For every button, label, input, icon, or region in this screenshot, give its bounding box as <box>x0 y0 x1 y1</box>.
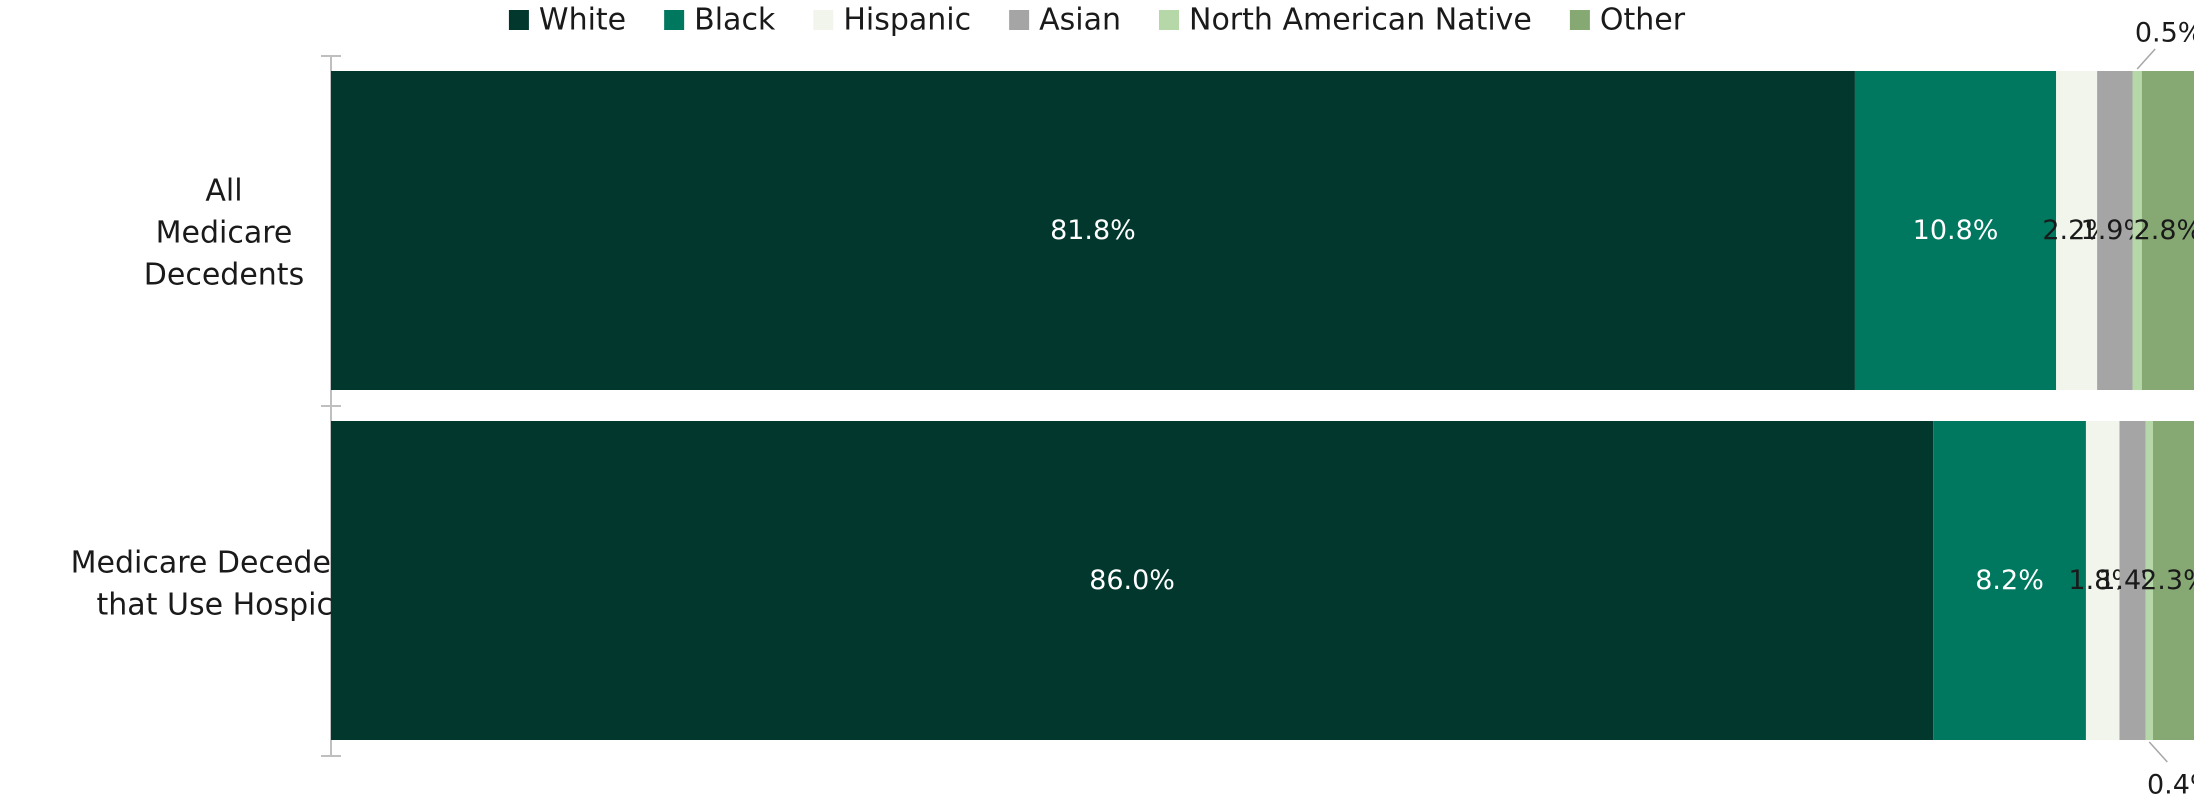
category-label-line: Decedents <box>144 258 304 293</box>
category-label-line: All <box>205 174 242 209</box>
data-label-other: 2.3% <box>2140 565 2194 596</box>
legend-swatch-north-american-native <box>1159 10 1180 30</box>
plot-area: 81.8%10.8%2.2%1.9%0.5%2.8%86.0%8.2%1.8%1… <box>331 18 2194 801</box>
bar-segment-north-american-native <box>2132 71 2142 390</box>
data-label-white: 81.8% <box>1050 215 1136 246</box>
category-label-1: All Medicare Decedents <box>144 174 304 293</box>
bar-segment-other <box>2153 421 2194 740</box>
category-label-line: Medicare Decedents <box>71 546 378 581</box>
data-label-white: 86.0% <box>1089 565 1175 596</box>
legend-item-hispanic: Hispanic <box>813 3 971 38</box>
bar-segment-white <box>331 421 1934 740</box>
category-axis: All Medicare Decedents Medicare Decedents th… <box>71 55 378 757</box>
legend-swatch-other <box>1569 10 1590 30</box>
legend-item-north-american-native: North American Native <box>1159 3 1532 38</box>
bar-group-2: 86.0%8.2%1.8%1.4%0.4%2.3% <box>331 421 2194 801</box>
legend-label-other: Other <box>1600 3 1686 38</box>
legend-label-north-american-native: North American Native <box>1189 3 1532 38</box>
leader-line <box>2148 741 2168 763</box>
leader-line <box>2136 48 2156 70</box>
legend-item-asian: Asian <box>1009 3 1121 38</box>
bar-segment-north-american-native <box>2145 421 2154 740</box>
bar-segment-black <box>1933 421 2086 740</box>
bar-segment-hispanic <box>2085 421 2120 740</box>
bar-group-1: 81.8%10.8%2.2%1.9%0.5%2.8% <box>331 18 2194 390</box>
bar-segment-other <box>2141 71 2194 390</box>
legend-swatch-asian <box>1009 10 1030 30</box>
data-label-other: 2.8% <box>2134 215 2194 246</box>
category-label-line: Medicare <box>156 216 293 251</box>
data-label-north-american-native: 0.5% <box>2135 18 2194 49</box>
legend-item-black: Black <box>664 3 776 38</box>
legend-label-asian: Asian <box>1039 3 1121 38</box>
legend-swatch-hispanic <box>813 10 834 30</box>
category-label-2: Medicare Decedents that Use Hospice <box>71 546 378 623</box>
legend-swatch-black <box>664 10 685 30</box>
legend-label-black: Black <box>694 3 776 38</box>
data-label-north-american-native: 0.4% <box>2147 770 2194 801</box>
data-label-black: 8.2% <box>1975 565 2044 596</box>
bar-segment-hispanic <box>2056 71 2098 390</box>
data-label-black: 10.8% <box>1913 215 1999 246</box>
legend: White Black Hispanic Asian North American Na… <box>508 3 1686 38</box>
legend-item-white: White <box>508 3 626 38</box>
category-label-line: that Use Hospice <box>97 588 352 623</box>
bar-segment-white <box>331 71 1855 390</box>
bar-segment-asian <box>2097 71 2133 390</box>
bar-segment-black <box>1854 71 2057 390</box>
legend-label-white: White <box>539 3 626 38</box>
bar-segment-asian <box>2119 421 2146 740</box>
legend-item-other: Other <box>1569 3 1686 38</box>
legend-label-hispanic: Hispanic <box>843 3 971 38</box>
legend-swatch-white <box>508 10 529 30</box>
